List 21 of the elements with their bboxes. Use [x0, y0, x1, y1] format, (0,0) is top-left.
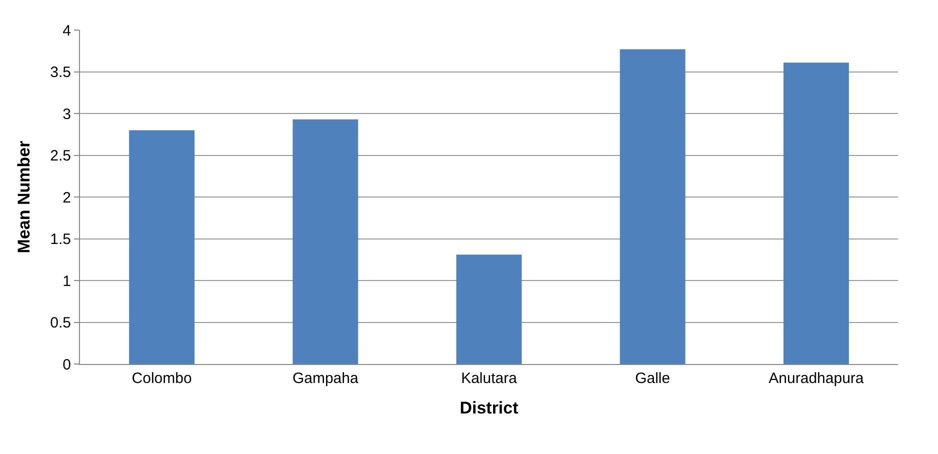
y-tick-label: 2.5: [50, 148, 71, 164]
bar: [292, 119, 358, 364]
y-tick-label: 1: [62, 272, 71, 290]
bar: [620, 49, 686, 364]
y-tick-label: 4: [62, 22, 71, 40]
bar: [456, 254, 522, 364]
y-tick-label: 2: [62, 189, 71, 206]
y-tick-label: 3: [62, 106, 71, 123]
bar: [783, 62, 849, 364]
bar: [129, 130, 195, 364]
y-tick-label: 0: [62, 356, 71, 374]
y-axis-title: Mean Number: [14, 140, 34, 254]
x-axis-title: District: [460, 398, 519, 418]
x-tick-label: Kalutara: [461, 370, 518, 387]
x-tick-label: Colombo: [132, 370, 192, 387]
y-tick-label: 0.5: [50, 314, 71, 332]
x-tick-label: Gampaha: [292, 370, 359, 387]
y-tick-label: 1.5: [50, 231, 71, 248]
x-tick-label: Anuradhapura: [768, 370, 864, 387]
x-tick-label: Galle: [635, 370, 670, 387]
y-tick-label: 3.5: [50, 64, 71, 81]
